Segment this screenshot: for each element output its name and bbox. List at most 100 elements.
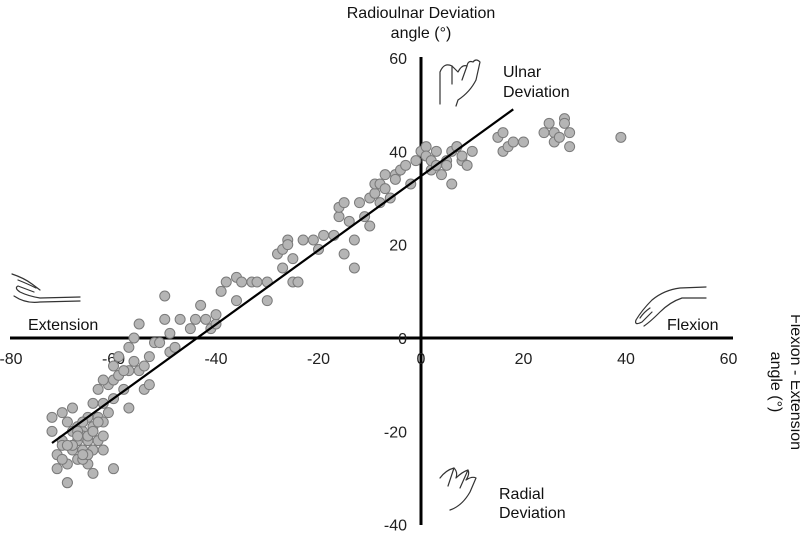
data-point xyxy=(277,262,289,274)
data-point xyxy=(420,141,432,153)
data-point xyxy=(195,299,207,311)
data-point xyxy=(200,313,212,325)
data-point xyxy=(87,467,99,479)
data-point xyxy=(87,397,99,409)
y-tick-label: -40 xyxy=(384,518,407,534)
y-axis-title-line2: angle (°) xyxy=(391,25,452,42)
data-point xyxy=(128,355,140,367)
data-point xyxy=(169,341,181,353)
data-point xyxy=(538,127,550,139)
data-point xyxy=(564,127,576,139)
data-point xyxy=(338,248,350,260)
data-point xyxy=(338,197,350,209)
data-point xyxy=(564,141,576,153)
data-point xyxy=(287,253,299,265)
x-axis-title-line2: angle (°) xyxy=(767,352,784,413)
data-point xyxy=(369,187,381,199)
x-tick-label: 0 xyxy=(417,351,426,368)
y-tick-label: 40 xyxy=(389,144,407,161)
data-point xyxy=(307,234,319,246)
data-point xyxy=(261,295,273,307)
data-point xyxy=(297,234,309,246)
data-point xyxy=(133,318,145,330)
data-point xyxy=(379,183,391,195)
y-axis-title-line1: Radioulnar Deviation xyxy=(347,5,496,22)
ulnar-label-line2: Deviation xyxy=(503,84,570,101)
data-point xyxy=(154,337,166,349)
x-tick-label: -40 xyxy=(204,351,227,368)
data-point xyxy=(118,365,130,377)
flexion-hand-icon xyxy=(635,286,707,327)
extension-label: Extension xyxy=(28,317,98,334)
data-point xyxy=(72,430,84,442)
data-point xyxy=(67,402,78,414)
data-point xyxy=(92,416,104,428)
data-point xyxy=(220,276,232,288)
x-tick-label: 40 xyxy=(617,351,635,368)
data-point xyxy=(102,407,114,419)
data-point xyxy=(51,463,63,475)
data-point xyxy=(348,262,360,274)
x-tick-label: 60 xyxy=(720,351,738,368)
radial-label-line1: Radial xyxy=(499,486,544,503)
x-axis-title-line1: Flexion - Extension xyxy=(787,314,800,450)
data-point xyxy=(231,295,242,307)
data-point xyxy=(97,444,109,456)
data-point xyxy=(61,416,73,428)
data-point xyxy=(138,360,150,372)
data-point xyxy=(210,309,222,321)
data-point xyxy=(507,136,519,148)
data-point xyxy=(174,313,186,325)
data-point xyxy=(97,430,109,442)
data-point xyxy=(436,169,447,181)
data-point xyxy=(61,439,73,451)
data-point xyxy=(410,155,422,167)
x-axis-title: Flexion - Extension angle (°) xyxy=(767,314,800,450)
data-point xyxy=(236,276,248,288)
data-point xyxy=(159,290,171,302)
data-point xyxy=(123,402,135,414)
data-point xyxy=(518,136,529,148)
data-point xyxy=(559,117,570,129)
x-tick-label: -20 xyxy=(307,351,330,368)
data-point xyxy=(143,379,155,391)
data-point xyxy=(354,197,365,209)
data-point xyxy=(461,159,473,171)
data-point xyxy=(333,211,345,223)
data-point xyxy=(446,178,458,190)
radial-deviation-hand-icon xyxy=(439,467,477,511)
ulnar-deviation-hand-icon xyxy=(439,59,481,107)
data-point xyxy=(466,145,478,157)
y-tick-label: 60 xyxy=(389,51,407,68)
data-point xyxy=(318,229,330,241)
data-point xyxy=(343,215,355,227)
data-point xyxy=(292,276,304,288)
y-tick-label: 0 xyxy=(398,331,407,348)
data-point xyxy=(215,285,227,297)
data-point xyxy=(348,234,360,246)
ulnar-label-line1: Ulnar xyxy=(503,64,542,81)
data-point xyxy=(92,383,104,395)
data-point xyxy=(190,313,201,325)
data-point xyxy=(56,407,68,419)
data-point xyxy=(46,411,58,423)
data-point xyxy=(251,276,263,288)
data-point xyxy=(430,145,442,157)
data-point xyxy=(97,374,109,386)
data-point xyxy=(441,159,453,171)
data-point xyxy=(497,127,509,139)
radial-label-line2: Deviation xyxy=(499,505,566,522)
x-tick-label: -80 xyxy=(0,351,23,368)
x-tick-label: 20 xyxy=(515,351,533,368)
fit-line xyxy=(51,108,514,444)
y-tick-label: -20 xyxy=(384,424,407,441)
data-point xyxy=(543,117,555,129)
data-points xyxy=(46,113,627,489)
data-point xyxy=(379,169,391,181)
data-point xyxy=(164,327,176,339)
data-point xyxy=(456,150,468,162)
y-tick-label: 20 xyxy=(389,238,407,255)
flexion-label: Flexion xyxy=(667,317,719,334)
data-point xyxy=(184,323,196,335)
